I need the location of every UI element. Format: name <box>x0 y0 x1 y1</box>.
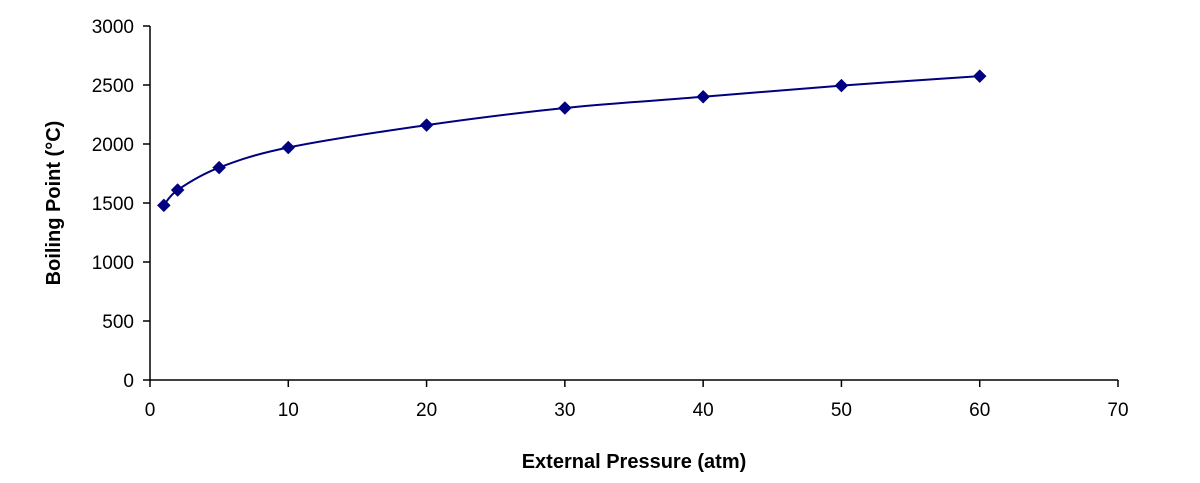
data-point-marker <box>156 198 171 213</box>
data-point-marker <box>834 78 849 93</box>
x-axis-ticks: 0 10 20 30 40 50 60 70 <box>145 380 1129 421</box>
data-point-marker <box>419 118 434 132</box>
x-tick-label: 70 <box>1107 400 1128 421</box>
series-markers <box>156 69 987 213</box>
plot-area: 0 500 1000 1500 2000 2500 3000 0 10 20 30 40 50 60 70 <box>92 17 1129 421</box>
x-tick-label: 60 <box>969 400 990 421</box>
data-point-marker <box>558 101 572 115</box>
y-tick-label: 0 <box>123 371 134 392</box>
data-point-marker <box>170 183 185 197</box>
y-tick-label: 2500 <box>92 76 134 97</box>
x-tick-label: 20 <box>416 400 437 421</box>
x-tick-label: 10 <box>278 400 299 421</box>
x-axis-title: External Pressure (atm) <box>522 451 747 473</box>
y-tick-label: 1500 <box>92 194 134 215</box>
data-point-marker <box>281 140 296 155</box>
y-tick-label: 3000 <box>92 17 134 38</box>
x-tick-label: 30 <box>554 400 575 421</box>
x-tick-label: 50 <box>831 400 852 421</box>
data-point-marker <box>972 69 987 84</box>
y-tick-label: 500 <box>102 312 134 333</box>
y-axis-ticks: 0 500 1000 1500 2000 2500 3000 <box>92 17 150 392</box>
y-tick-label: 1000 <box>92 253 134 274</box>
y-tick-label: 2000 <box>92 135 134 156</box>
x-tick-label: 0 <box>145 400 156 421</box>
data-point-marker <box>696 89 710 104</box>
y-axis-title: Boiling Point (°C) <box>43 121 65 286</box>
x-tick-label: 40 <box>693 400 714 421</box>
series-line <box>163 75 980 207</box>
data-point-marker <box>212 160 226 175</box>
